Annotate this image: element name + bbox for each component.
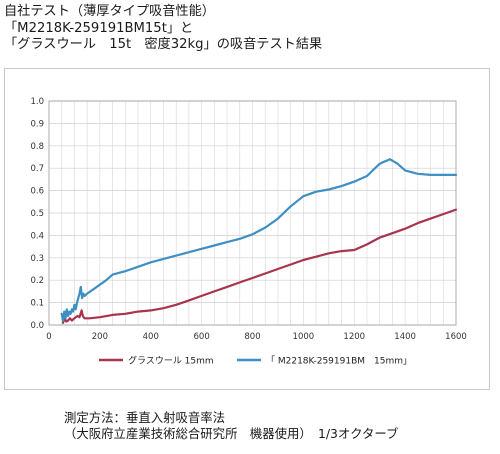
title-line-2: 「M2218K-259191BM15t」と bbox=[4, 21, 322, 38]
y-tick-label: 0.6 bbox=[30, 187, 44, 197]
x-tick-label: 1600 bbox=[445, 332, 467, 342]
title-block: 自社テスト（薄厚タイプ吸音性能） 「M2218K-259191BM15t」と 「… bbox=[4, 4, 322, 54]
y-tick-label: 0.4 bbox=[30, 231, 44, 241]
title-line-3: 「グラスウール 15t 密度32kg」の吸音テスト結果 bbox=[4, 37, 322, 54]
x-tick-label: 200 bbox=[92, 332, 108, 342]
y-tick-label: 0.9 bbox=[30, 119, 44, 129]
chart-frame: 0.0 0.1 0.2 0.3 0.4 0.5 0.6 0.7 0.8 0.9 1.0 0 200 400… bbox=[4, 68, 490, 390]
series-line-1 bbox=[63, 210, 456, 323]
x-tick-label: 400 bbox=[143, 332, 159, 342]
y-tick-label: 0.3 bbox=[30, 254, 44, 264]
measurement-note: 測定方法：垂直入射吸音率法 （大阪府立産業技術総合研究所 機器使用） 1/3オク… bbox=[64, 410, 398, 442]
title-line-1: 自社テスト（薄厚タイプ吸音性能） bbox=[4, 4, 322, 21]
y-tick-label: 0.5 bbox=[30, 209, 44, 219]
legend-label-2: 「 M2218K-259191BM 15mm」 bbox=[266, 356, 412, 367]
x-tick-label: 1000 bbox=[293, 332, 315, 342]
x-tick-label: 600 bbox=[194, 332, 210, 342]
y-tick-label: 0.0 bbox=[30, 321, 44, 331]
measurement-institute: （大阪府立産業技術総合研究所 機器使用） 1/3オクターブ bbox=[64, 426, 398, 442]
x-tick-label: 1200 bbox=[343, 332, 365, 342]
x-tick-label: 1400 bbox=[394, 332, 416, 342]
y-tick-label: 0.1 bbox=[30, 299, 44, 309]
x-tick-label: 0 bbox=[46, 332, 51, 342]
y-tick-label: 0.7 bbox=[30, 164, 44, 174]
measurement-method: 測定方法：垂直入射吸音率法 bbox=[64, 410, 398, 426]
y-tick-label: 0.2 bbox=[30, 276, 44, 286]
y-tick-label: 0.8 bbox=[30, 142, 44, 152]
x-tick-label: 800 bbox=[244, 332, 260, 342]
legend-label-1: グラスウール 15mm bbox=[128, 355, 214, 367]
y-tick-label: 1.0 bbox=[30, 97, 44, 107]
absorption-chart: 0.0 0.1 0.2 0.3 0.4 0.5 0.6 0.7 0.8 0.9 1.0 0 200 400… bbox=[5, 69, 491, 391]
series-line-2 bbox=[62, 159, 456, 320]
